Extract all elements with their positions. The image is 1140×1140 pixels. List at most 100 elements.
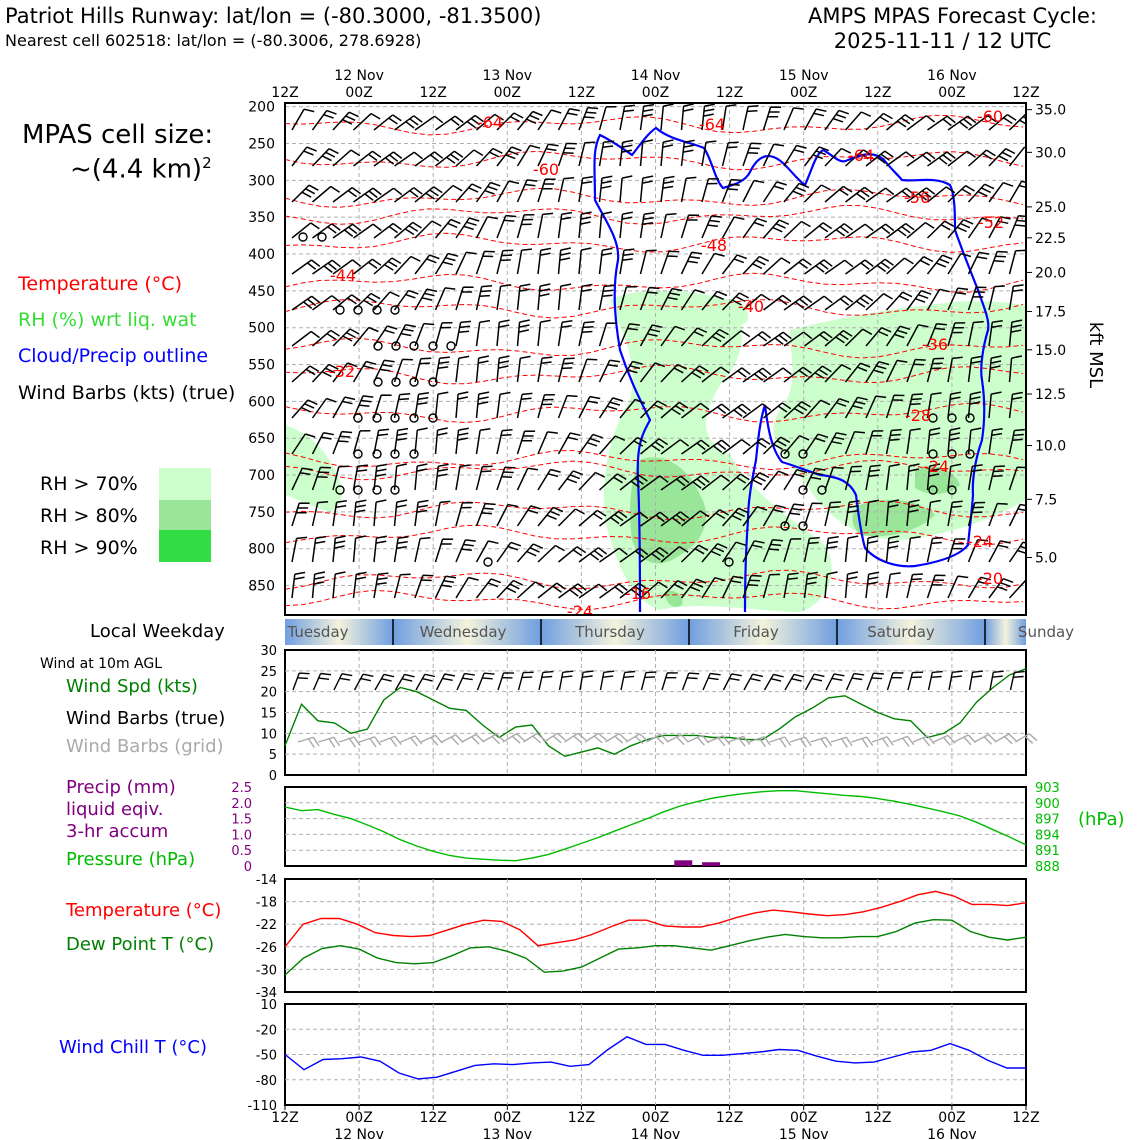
wind-barb-grid [1015, 733, 1038, 744]
legend-temperature: Temperature (°C) [18, 273, 182, 295]
wind-barb-true [722, 673, 742, 691]
wind-barb [988, 502, 1008, 527]
wind-barb [967, 576, 991, 599]
top-axis-tick-label: 12Z [1012, 85, 1039, 101]
wind-barb [455, 286, 474, 311]
wind-barb [803, 571, 818, 599]
top-axis-date-label: 15 Nov [779, 68, 829, 84]
top-axis-tick-label: 00Z [790, 85, 817, 101]
wind-barb [352, 326, 379, 347]
wind-barb [783, 401, 811, 419]
wind-barb-grid [830, 736, 853, 748]
bottom-axis-tick-label: 12Z [864, 1110, 891, 1126]
wind-barb [599, 547, 628, 563]
wind-barb [557, 142, 577, 167]
wind-barb [701, 576, 726, 599]
wind-barb [762, 573, 781, 599]
wind-barb [803, 536, 820, 563]
wind-barb [967, 501, 986, 527]
cell-size-label: MPAS cell size: [22, 120, 214, 150]
wind-barb-true [333, 673, 353, 691]
wind-barb [516, 430, 536, 455]
wind-barb [742, 217, 768, 239]
wind-barb [803, 433, 829, 455]
panel-tick-label: 0 [244, 860, 252, 875]
wind-barb-grid [625, 733, 648, 745]
wind-barb [394, 115, 423, 131]
wind-barb [311, 363, 339, 383]
wind-barb-true [353, 673, 374, 691]
wind-barb-grid [584, 732, 607, 744]
wind-barb [332, 362, 358, 383]
pressure-tick-label: 350 [248, 210, 275, 226]
wind-barb-grid [502, 733, 525, 744]
pressure-tick-label: 200 [248, 100, 275, 116]
wind-barb [598, 397, 623, 419]
wind-barb [291, 571, 306, 599]
pressure-tick-label: 550 [248, 358, 275, 374]
wind-barb [598, 322, 618, 347]
kft-tick-label: 10.0 [1035, 439, 1066, 455]
wind-barb [557, 320, 573, 347]
wind-barb [926, 322, 947, 347]
calm-circle [409, 413, 419, 423]
wind-barb [578, 211, 592, 239]
top-axis-tick-label: 12Z [716, 85, 743, 101]
wind-barb-true [558, 670, 574, 691]
wind-barb [352, 571, 367, 599]
panel-tick-label: 1.5 [231, 813, 252, 828]
wind-barb [885, 463, 900, 491]
calm-circle [947, 449, 957, 459]
cloud-outlines [593, 126, 990, 613]
wind-barb [578, 247, 592, 275]
calm-circle [724, 557, 734, 567]
panel-tick-label: -80 [256, 1074, 277, 1089]
wind-barb [886, 222, 915, 239]
kft-tick-label: 20.0 [1035, 265, 1066, 281]
wind-barb [865, 187, 895, 203]
calm-circle [947, 413, 957, 423]
rh-legend-80-swatch [159, 500, 211, 530]
temperature-contour-label: -24 [967, 532, 993, 551]
wind-barb [722, 473, 750, 491]
wind-barb [722, 367, 751, 383]
wind-barb [742, 540, 765, 563]
wind-barb [844, 149, 873, 167]
wind-barb [352, 535, 366, 563]
rh-legend-70-label: RH > 70% [40, 473, 138, 495]
wind-barb [352, 360, 377, 383]
kft-tick-label: 22.5 [1035, 231, 1066, 247]
temperature-contour-label: -24 [923, 457, 949, 476]
wind-barb [783, 572, 799, 599]
wind-barb [291, 536, 308, 563]
wind-barb [660, 511, 690, 527]
wind-barb [496, 355, 510, 383]
cell-size-value: ~(4.4 km)2 [70, 154, 212, 185]
wind-barb [598, 211, 612, 239]
wind-barb [824, 466, 844, 491]
wind-barb [906, 393, 923, 419]
wind-barb [516, 392, 533, 419]
wind-barb [681, 475, 710, 491]
wind-barb [414, 427, 428, 455]
wind-barb [721, 178, 742, 203]
wind-barb-grid [769, 736, 792, 748]
wind-barb-true [374, 673, 395, 691]
wind-barb [496, 180, 520, 203]
wind-barb [988, 113, 1017, 131]
wind-barb [1008, 579, 1026, 599]
wind-barb [988, 427, 1003, 455]
wind-barb-true [312, 672, 332, 691]
wind-barb [291, 365, 320, 383]
kft-tick-label: 5.0 [1035, 551, 1057, 567]
wind-barb-grid [789, 736, 812, 748]
wind-barb [619, 511, 649, 527]
calm-circle [798, 521, 808, 531]
wind-barb [639, 324, 663, 347]
wind-barb [742, 574, 762, 599]
wind-barb-grid [851, 736, 874, 748]
wind-barb [947, 463, 962, 491]
wind-barb [640, 475, 669, 491]
wind-barb [947, 356, 963, 383]
calm-circle [798, 485, 808, 495]
